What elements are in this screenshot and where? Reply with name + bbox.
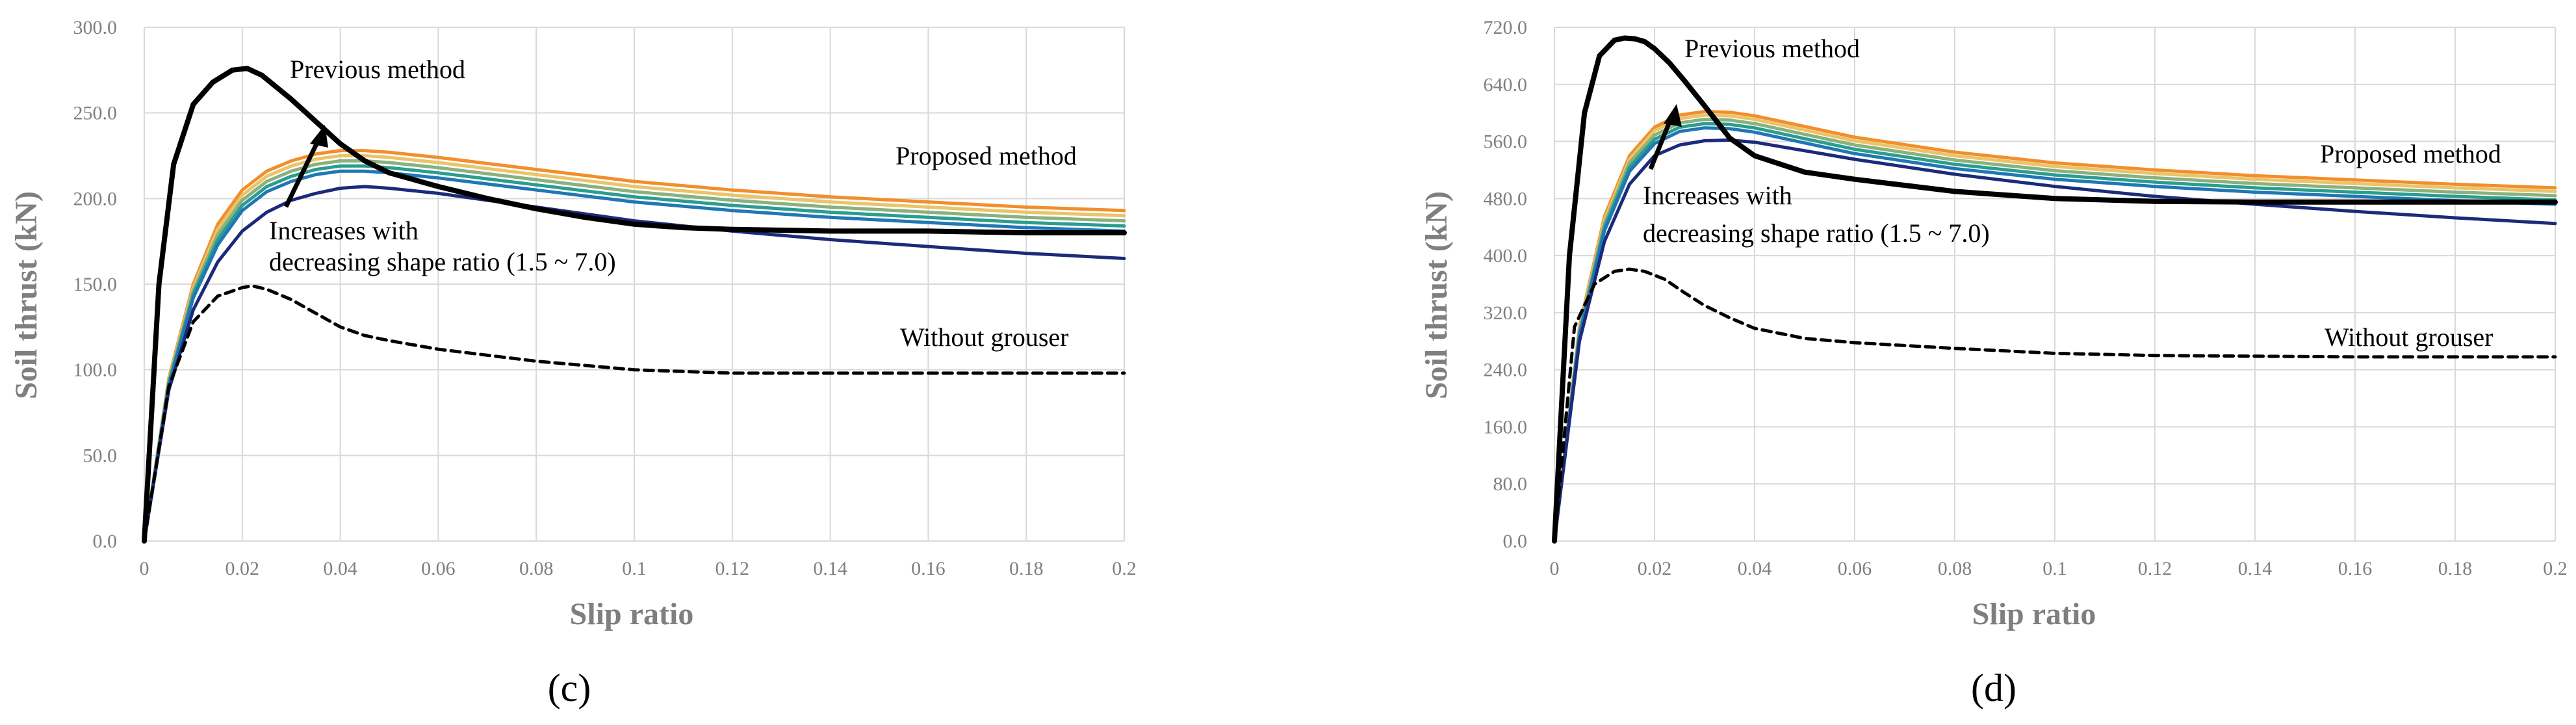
- x-tick-label: 0.18: [1009, 558, 1044, 579]
- y-tick-label: 200.0: [73, 188, 118, 209]
- series-line: [142, 149, 1126, 543]
- y-tick-label: 320.0: [1484, 302, 1528, 324]
- series-line: [142, 66, 1127, 544]
- increase-label-line2: decreasing shape ratio (1.5 ~ 7.0): [269, 247, 616, 276]
- series-line: [1552, 126, 2557, 543]
- previous-method-label: Previous method: [290, 55, 465, 84]
- y-tick-label: 560.0: [1484, 131, 1528, 153]
- without-grouser-label: Without grouser: [2325, 323, 2493, 352]
- chart-grid: [144, 27, 1125, 542]
- x-tick-label: 0: [1550, 558, 1560, 579]
- x-tick-label: 0.14: [2238, 558, 2273, 579]
- x-tick-label: 0.1: [2042, 558, 2067, 579]
- arrow-head: [1664, 104, 1682, 127]
- x-tick-label: 0.02: [1638, 558, 1672, 579]
- increase-arrow: [283, 125, 328, 208]
- y-tick-label: 100.0: [73, 360, 118, 381]
- x-tick-label: 0.16: [911, 558, 946, 579]
- panel-label-d: (d): [1971, 666, 2016, 709]
- y-tick-label: 0.0: [93, 531, 118, 552]
- x-tick-label: 0.12: [715, 558, 750, 579]
- y-tick-label: 0.0: [1503, 531, 1528, 552]
- series-line: [142, 185, 1126, 543]
- y-tick-label: 400.0: [1484, 245, 1528, 267]
- y-tick-label: 240.0: [1484, 360, 1528, 381]
- y-axis-title: Soil thrust (kN): [9, 191, 44, 399]
- x-tick-label: 0.1: [622, 558, 647, 579]
- y-tick-label: 720.0: [1484, 17, 1528, 38]
- x-tick-label: 0.08: [519, 558, 554, 579]
- series-line: [1552, 138, 2557, 543]
- x-tick-label: 0.2: [1112, 558, 1137, 579]
- series-line: [142, 154, 1126, 543]
- x-tick-label: 0.04: [1738, 558, 1772, 579]
- x-tick-label: 0.12: [2138, 558, 2172, 579]
- y-axis-title: Soil thrust (kN): [1419, 191, 1454, 399]
- increase-label-line1: Increases with: [269, 216, 419, 245]
- x-axis-title: Slip ratio: [1972, 597, 2096, 631]
- increase-arrow: [1648, 104, 1682, 170]
- x-tick-label: 0.08: [1938, 558, 1972, 579]
- y-tick-label: 250.0: [73, 103, 118, 124]
- y-tick-label: 150.0: [73, 274, 118, 295]
- y-tick-label: 300.0: [73, 17, 118, 38]
- series-line: [1552, 35, 2558, 544]
- series-lines: [142, 66, 1127, 544]
- chart-panel-d: 0 0.02 0.04 0.06 0.08 0.1 0.12 0.14 0.16 0.18 0.2 0…: [1419, 17, 2568, 709]
- x-tick-label: 0.14: [813, 558, 847, 579]
- x-tick-label: 0.06: [421, 558, 456, 579]
- series-line: [142, 284, 1126, 543]
- y-tick-label: 80.0: [1493, 473, 1528, 495]
- x-tick-label: 0.02: [225, 558, 260, 579]
- arrow-shaft: [283, 132, 324, 208]
- x-tick-label: 0.18: [2438, 558, 2473, 579]
- panel-label-c: (c): [548, 666, 591, 709]
- axis-ticks: 0 0.02 0.04 0.06 0.08 0.1 0.12 0.14 0.16 0.18 0.2 0…: [1484, 17, 2568, 579]
- y-tick-label: 640.0: [1484, 74, 1528, 96]
- increase-label-line2: decreasing shape ratio (1.5 ~ 7.0): [1643, 218, 1990, 248]
- y-tick-label: 50.0: [83, 445, 118, 466]
- x-tick-label: 0.04: [323, 558, 357, 579]
- proposed-method-label: Proposed method: [895, 141, 1077, 170]
- chart-panel-c: 0 0.02 0.04 0.06 0.08 0.1 0.12 0.14 0.16 0.18 0.2 0…: [9, 17, 1137, 709]
- proposed-method-label: Proposed method: [2320, 139, 2501, 168]
- series-line: [1552, 267, 2557, 543]
- x-axis-title: Slip ratio: [570, 597, 694, 631]
- x-tick-label: 0: [140, 558, 149, 579]
- x-tick-label: 0.16: [2338, 558, 2373, 579]
- increase-label-line1: Increases with: [1643, 181, 1792, 210]
- series-line: [142, 164, 1126, 543]
- x-tick-label: 0.2: [2543, 558, 2568, 579]
- x-tick-label: 0.06: [1838, 558, 1872, 579]
- axis-ticks: 0 0.02 0.04 0.06 0.08 0.1 0.12 0.14 0.16 0.18 0.2 0…: [73, 17, 1137, 579]
- arrow-head: [310, 125, 328, 148]
- y-tick-label: 480.0: [1484, 188, 1528, 209]
- without-grouser-label: Without grouser: [900, 323, 1068, 352]
- y-tick-label: 160.0: [1484, 416, 1528, 438]
- series-line: [142, 169, 1126, 543]
- previous-method-label: Previous method: [1684, 34, 1860, 63]
- series-lines: [1552, 35, 2558, 544]
